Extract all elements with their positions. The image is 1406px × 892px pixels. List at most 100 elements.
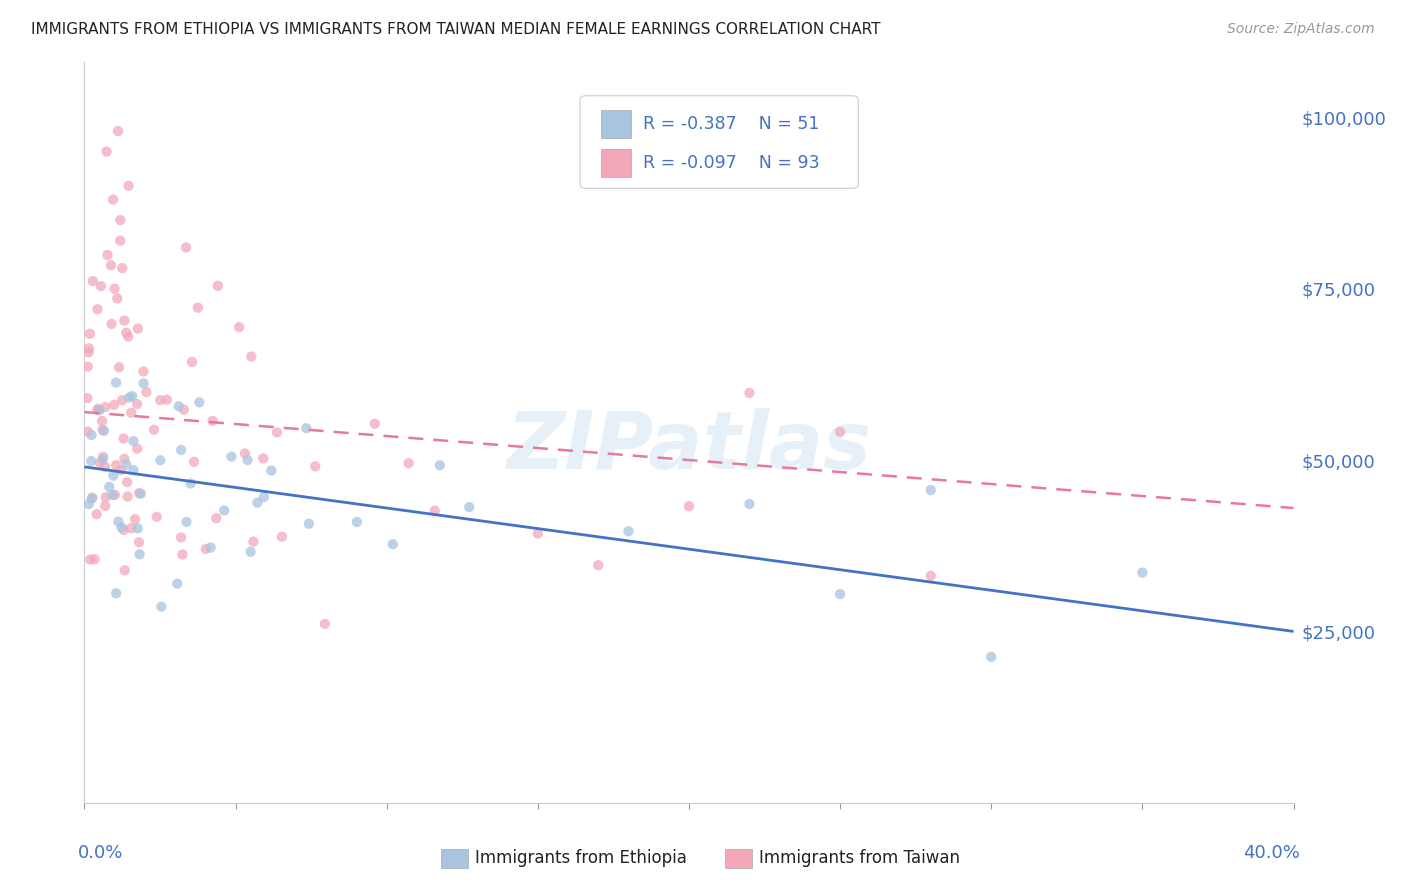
Point bbox=[80, 491, 103, 506]
Point bbox=[181, 355, 204, 369]
Point bbox=[94, 490, 117, 504]
Point bbox=[242, 534, 264, 549]
Point bbox=[149, 393, 172, 408]
Text: Immigrants from Ethiopia: Immigrants from Ethiopia bbox=[475, 848, 686, 867]
Text: Source: ZipAtlas.com: Source: ZipAtlas.com bbox=[1227, 22, 1375, 37]
Point bbox=[86, 403, 108, 417]
Point bbox=[79, 326, 101, 341]
Point bbox=[111, 393, 134, 408]
Point bbox=[76, 425, 98, 439]
Text: 40.0%: 40.0% bbox=[1243, 844, 1299, 862]
Point bbox=[678, 500, 700, 514]
Point bbox=[117, 329, 139, 343]
Bar bbox=[600, 111, 631, 138]
Point bbox=[738, 385, 761, 400]
Point bbox=[121, 389, 143, 403]
Point bbox=[98, 480, 121, 494]
Point bbox=[110, 463, 132, 477]
Point bbox=[127, 321, 149, 335]
Point bbox=[110, 213, 132, 227]
Point bbox=[118, 391, 141, 405]
Point bbox=[91, 450, 114, 464]
Point bbox=[108, 234, 131, 248]
Point bbox=[103, 282, 125, 296]
Text: R = -0.387    N = 51: R = -0.387 N = 51 bbox=[643, 115, 820, 133]
Point bbox=[87, 401, 110, 416]
Point bbox=[101, 193, 124, 207]
Point bbox=[112, 451, 135, 466]
Point bbox=[1130, 566, 1153, 580]
Point bbox=[150, 599, 173, 614]
Point bbox=[166, 576, 188, 591]
Point bbox=[429, 458, 451, 473]
Point bbox=[83, 552, 105, 566]
Point bbox=[96, 248, 118, 262]
Point bbox=[127, 442, 149, 456]
Point bbox=[76, 359, 98, 374]
Text: ZIPatlas: ZIPatlas bbox=[506, 409, 872, 486]
Point bbox=[304, 459, 326, 474]
Point bbox=[114, 563, 136, 577]
Point bbox=[194, 541, 217, 556]
Point bbox=[143, 423, 166, 437]
Point bbox=[738, 497, 761, 511]
Point bbox=[79, 552, 101, 566]
Point bbox=[132, 376, 155, 391]
Point bbox=[183, 455, 205, 469]
Point bbox=[295, 421, 318, 435]
Point bbox=[124, 512, 146, 526]
Point bbox=[176, 515, 198, 529]
Point bbox=[89, 403, 111, 417]
Point bbox=[117, 490, 139, 504]
Point bbox=[115, 458, 138, 472]
Point bbox=[172, 548, 194, 562]
Point bbox=[920, 568, 942, 582]
Point bbox=[90, 279, 112, 293]
Point bbox=[156, 392, 179, 407]
Point bbox=[77, 345, 100, 359]
Point bbox=[115, 475, 138, 489]
Point bbox=[76, 391, 98, 405]
FancyBboxPatch shape bbox=[581, 95, 858, 188]
Point bbox=[187, 301, 209, 315]
Point bbox=[93, 424, 115, 438]
Point bbox=[105, 586, 128, 600]
Point bbox=[128, 547, 150, 561]
Bar bbox=[600, 149, 631, 178]
Point bbox=[94, 459, 117, 474]
Point bbox=[128, 486, 150, 500]
Point bbox=[82, 274, 104, 288]
Point bbox=[105, 458, 128, 473]
Point bbox=[260, 463, 283, 477]
Point bbox=[201, 414, 224, 428]
Point bbox=[100, 258, 122, 272]
Text: 0.0%: 0.0% bbox=[79, 844, 124, 862]
Point bbox=[180, 476, 202, 491]
Point bbox=[173, 402, 195, 417]
Point bbox=[103, 398, 125, 412]
Point bbox=[228, 320, 250, 334]
Point bbox=[108, 360, 131, 375]
Point bbox=[112, 313, 135, 327]
Point bbox=[174, 240, 197, 254]
Point bbox=[111, 261, 134, 276]
Point bbox=[120, 521, 142, 535]
Point bbox=[120, 406, 142, 420]
Point bbox=[212, 503, 235, 517]
Text: Immigrants from Taiwan: Immigrants from Taiwan bbox=[759, 848, 960, 867]
Point bbox=[127, 521, 149, 535]
Point bbox=[588, 558, 610, 573]
Bar bbox=[441, 848, 468, 868]
Point bbox=[236, 453, 259, 467]
Point bbox=[132, 364, 155, 378]
Point bbox=[617, 524, 640, 539]
Point bbox=[200, 541, 222, 555]
Point bbox=[167, 399, 190, 413]
Point bbox=[112, 432, 135, 446]
Point bbox=[149, 453, 172, 467]
Point bbox=[77, 341, 100, 355]
Point bbox=[110, 520, 132, 534]
Point bbox=[86, 302, 108, 317]
Point bbox=[346, 515, 368, 529]
Point bbox=[423, 503, 446, 517]
